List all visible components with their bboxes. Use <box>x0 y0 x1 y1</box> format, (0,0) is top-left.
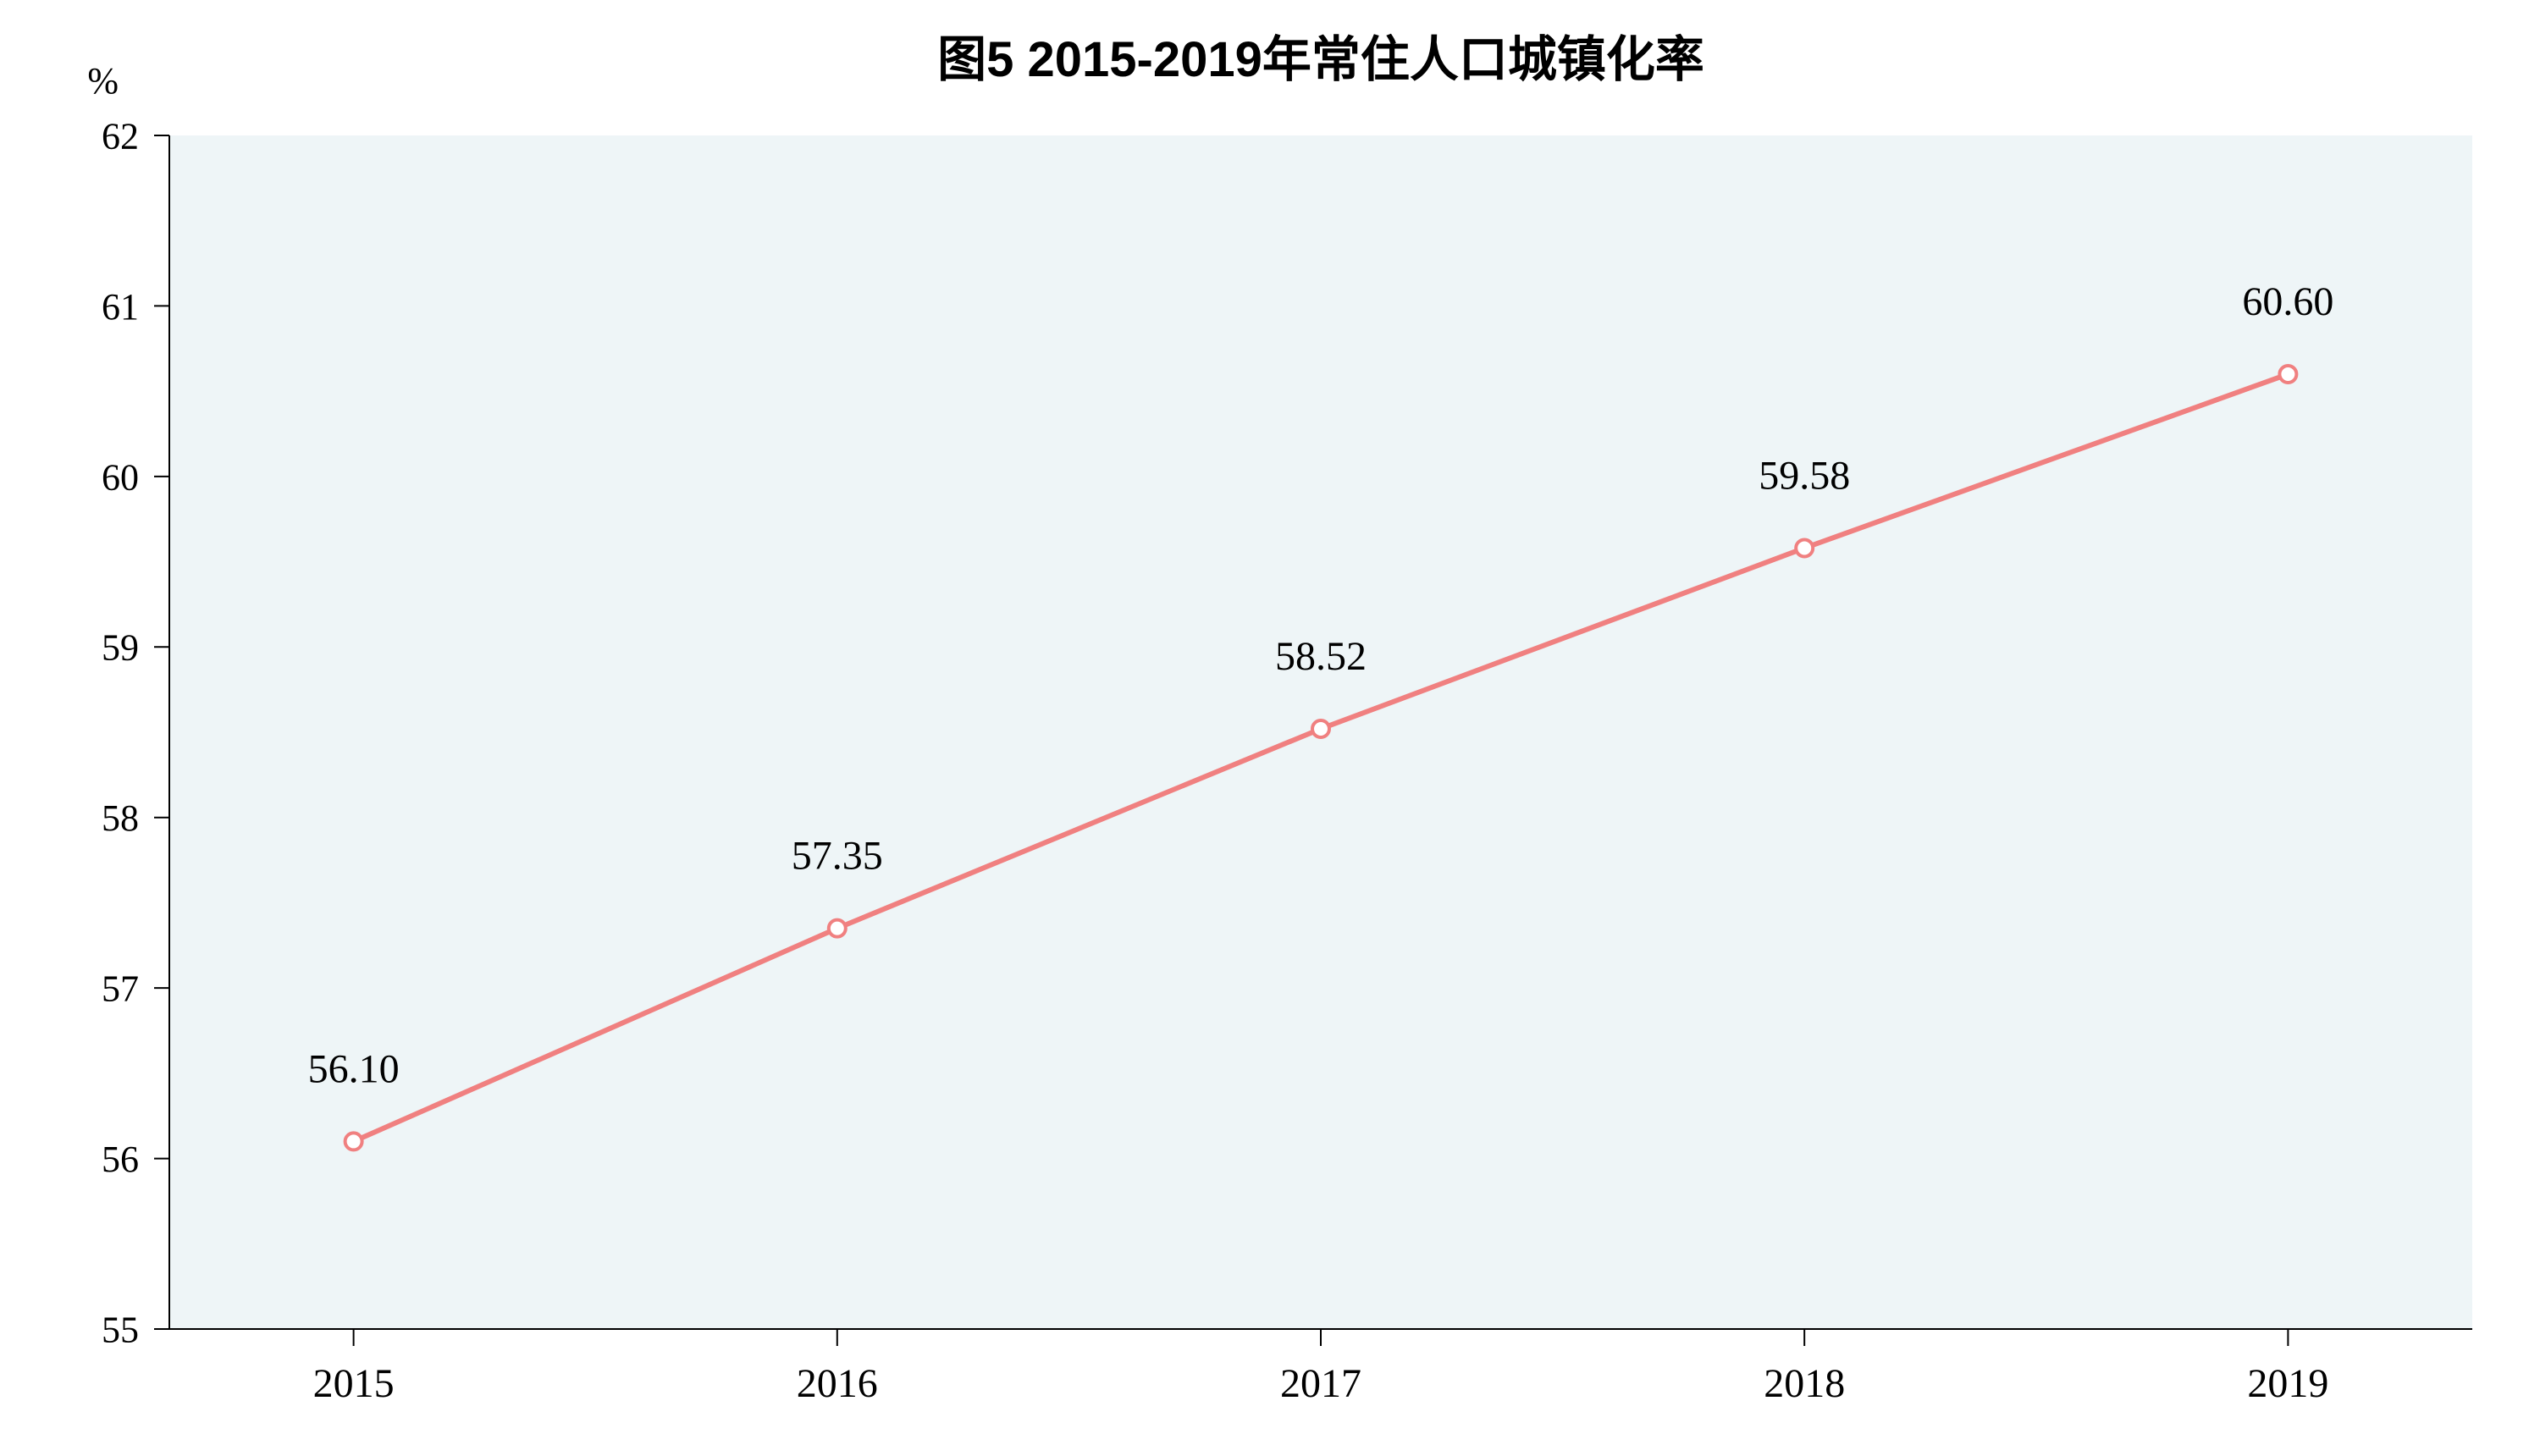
x-tick-label: 2019 <box>2247 1361 2328 1406</box>
value-label: 58.52 <box>1275 634 1367 679</box>
y-tick-label: 58 <box>102 797 139 839</box>
data-marker <box>1796 539 1813 556</box>
data-marker <box>345 1133 362 1150</box>
y-tick-label: 55 <box>102 1309 139 1350</box>
chart-title: 图5 2015-2019年常住人口城镇化率 <box>937 32 1704 87</box>
chart-svg: 图5 2015-2019年常住人口城镇化率 % 55 56 57 58 59 60 61 62… <box>0 0 2540 1456</box>
data-marker <box>2279 366 2296 383</box>
y-tick-label: 60 <box>102 456 139 498</box>
data-marker <box>1312 720 1329 737</box>
y-tick-label: 61 <box>102 286 139 328</box>
y-tick-label: 62 <box>102 115 139 157</box>
y-axis-unit-label: % <box>87 60 119 102</box>
y-tick-label: 57 <box>102 968 139 1010</box>
value-label: 60.60 <box>2242 279 2333 324</box>
value-label: 59.58 <box>1759 453 1850 498</box>
value-label: 57.35 <box>792 834 883 879</box>
value-label: 56.10 <box>308 1046 400 1091</box>
x-tick-label: 2015 <box>313 1361 395 1406</box>
x-tick-label: 2018 <box>1764 1361 1845 1406</box>
data-marker <box>829 920 846 937</box>
y-axis-ticks: 55 56 57 58 59 60 61 62 <box>102 115 169 1350</box>
y-tick-label: 59 <box>102 627 139 669</box>
y-tick-label: 56 <box>102 1139 139 1180</box>
x-tick-label: 2016 <box>797 1361 878 1406</box>
x-axis-ticks: 2015 2016 2017 2018 2019 <box>313 1329 2329 1406</box>
chart-container: 图5 2015-2019年常住人口城镇化率 % 55 56 57 58 59 60 61 62… <box>0 0 2540 1456</box>
x-tick-label: 2017 <box>1280 1361 1361 1406</box>
